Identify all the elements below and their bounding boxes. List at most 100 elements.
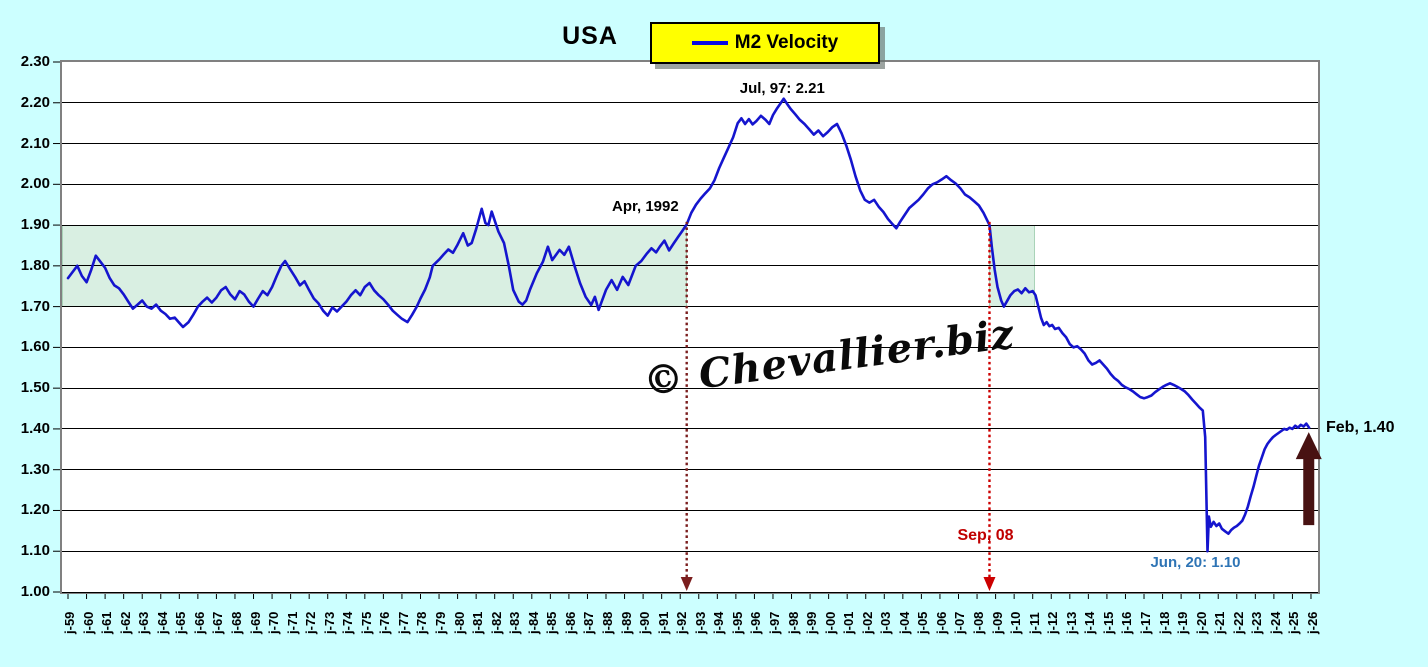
plot-area (60, 60, 1320, 594)
annotation-apr-1992: Apr, 1992 (611, 197, 679, 215)
x-tick-label: j-94 (711, 611, 727, 634)
x-tick-label: j-60 (80, 611, 96, 634)
x-tick-label: j-06 (933, 611, 949, 634)
x-tick-label: j-08 (971, 611, 987, 634)
x-tick-label: j-92 (674, 611, 690, 634)
x-tick-label: j-96 (748, 611, 764, 634)
x-tick-label: j-98 (785, 611, 801, 634)
x-tick-label: j-82 (488, 611, 504, 634)
x-tick-label: j-11 (1026, 612, 1042, 634)
x-tick-label: j-74 (340, 611, 356, 634)
x-tick-label: j-09 (989, 611, 1005, 634)
x-tick-label: j-87 (581, 611, 597, 634)
y-tick-label: 1.00 (20, 583, 50, 600)
x-tick-label: j-66 (191, 611, 207, 634)
legend-line-swatch (691, 41, 728, 45)
x-tick-label: j-20 (1193, 611, 1209, 634)
x-tick-label: j-04 (896, 611, 912, 634)
y-tick-label: 1.80 (20, 256, 50, 274)
gridline (62, 469, 1318, 471)
gridline (62, 550, 1318, 552)
x-tick-label: j-59 (62, 611, 77, 634)
gridline (62, 306, 1318, 308)
gridline (62, 183, 1318, 185)
x-tick-label: j-67 (210, 611, 226, 634)
x-tick-label: j-78 (414, 611, 430, 634)
x-tick-label: j-02 (859, 611, 875, 634)
annotation-jun-20-low: Jun, 20: 1.10 (1150, 554, 1241, 572)
x-tick-label: j-21 (1212, 611, 1228, 634)
gridline (62, 224, 1318, 226)
annotation-jul-97-peak: Jul, 97: 2.21 (739, 79, 825, 97)
x-tick-label: j-79 (433, 611, 449, 634)
x-tick-label: j-71 (284, 611, 300, 634)
y-tick-label: 1.50 (20, 379, 50, 397)
y-tick-label: 2.10 (20, 134, 50, 152)
legend: M2 Velocity (650, 22, 880, 64)
x-tick-label: j-97 (766, 611, 782, 634)
annotation-feb-latest: Feb, 1.40 (1326, 418, 1395, 436)
x-tick-label: j-00 (822, 611, 838, 634)
y-tick-label: 2.20 (20, 93, 50, 111)
x-tick-label: j-26 (1304, 611, 1320, 634)
x-tick-label: j-18 (1156, 611, 1172, 634)
x-tick-label: j-86 (562, 611, 578, 634)
y-tick-label: 2.30 (20, 53, 50, 70)
x-tick-label: j-17 (1138, 611, 1154, 634)
x-tick-label: j-69 (247, 611, 263, 634)
x-tick-label: j-22 (1230, 611, 1246, 634)
x-tick-label: j-73 (321, 611, 337, 634)
x-tick-label: j-83 (507, 611, 523, 634)
x-tick-label: j-93 (692, 611, 708, 634)
x-tick-label: j-23 (1249, 611, 1265, 634)
x-tick-label: j-95 (729, 611, 745, 634)
x-tick-label: j-89 (618, 611, 634, 634)
x-tick-label: j-75 (358, 611, 374, 634)
gridline (62, 143, 1318, 145)
x-tick-label: j-64 (154, 611, 170, 634)
x-tick-label: j-85 (544, 611, 560, 634)
x-tick-label: j-90 (637, 611, 653, 634)
y-tick-label: 1.40 (20, 419, 50, 437)
x-tick-label: j-24 (1267, 611, 1283, 634)
y-tick-label: 1.30 (20, 460, 50, 478)
x-tick-label: j-19 (1175, 611, 1191, 634)
x-tick-label: j-15 (1100, 611, 1116, 634)
y-tick-label: 1.90 (20, 216, 50, 234)
x-tick-label: j-99 (804, 611, 820, 634)
gridline (62, 428, 1318, 430)
annotation-sep-08: Sep, 08 (957, 527, 1014, 544)
x-tick-label: j-72 (303, 611, 319, 634)
gridline (62, 265, 1318, 267)
x-tick-label: j-61 (99, 611, 115, 634)
x-tick-label: j-80 (451, 611, 467, 634)
x-tick-label: j-16 (1119, 611, 1135, 634)
gridline (62, 346, 1318, 348)
x-tick-label: j-12 (1045, 611, 1061, 634)
x-tick-label: j-63 (136, 611, 152, 634)
x-tick-label: j-77 (395, 611, 411, 634)
x-tick-label: j-91 (655, 611, 671, 634)
y-tick-label: 1.10 (20, 542, 50, 560)
gridline (62, 509, 1318, 511)
x-tick-label: j-81 (470, 611, 486, 634)
x-tick-label: j-88 (600, 611, 615, 634)
x-tick-label: j-65 (173, 611, 189, 634)
y-tick-label: 2.00 (20, 175, 50, 193)
x-tick-label: j-70 (266, 611, 282, 634)
x-tick-label: j-14 (1082, 611, 1098, 634)
gridline (62, 102, 1318, 104)
x-tick-label: j-13 (1063, 611, 1079, 634)
x-tick-label: j-76 (377, 611, 393, 634)
y-tick-label: 1.60 (20, 338, 50, 356)
x-tick-label: j-68 (228, 611, 244, 634)
x-tick-label: j-62 (117, 611, 133, 634)
x-tick-label: j-05 (915, 611, 931, 634)
x-tick-label: j-03 (878, 611, 894, 634)
legend-label: M2 Velocity (734, 32, 839, 53)
chart-title: USA (562, 22, 618, 50)
y-tick-label: 1.20 (20, 501, 50, 519)
x-tick-label: j-84 (525, 611, 541, 634)
x-tick-label: j-25 (1286, 611, 1302, 634)
